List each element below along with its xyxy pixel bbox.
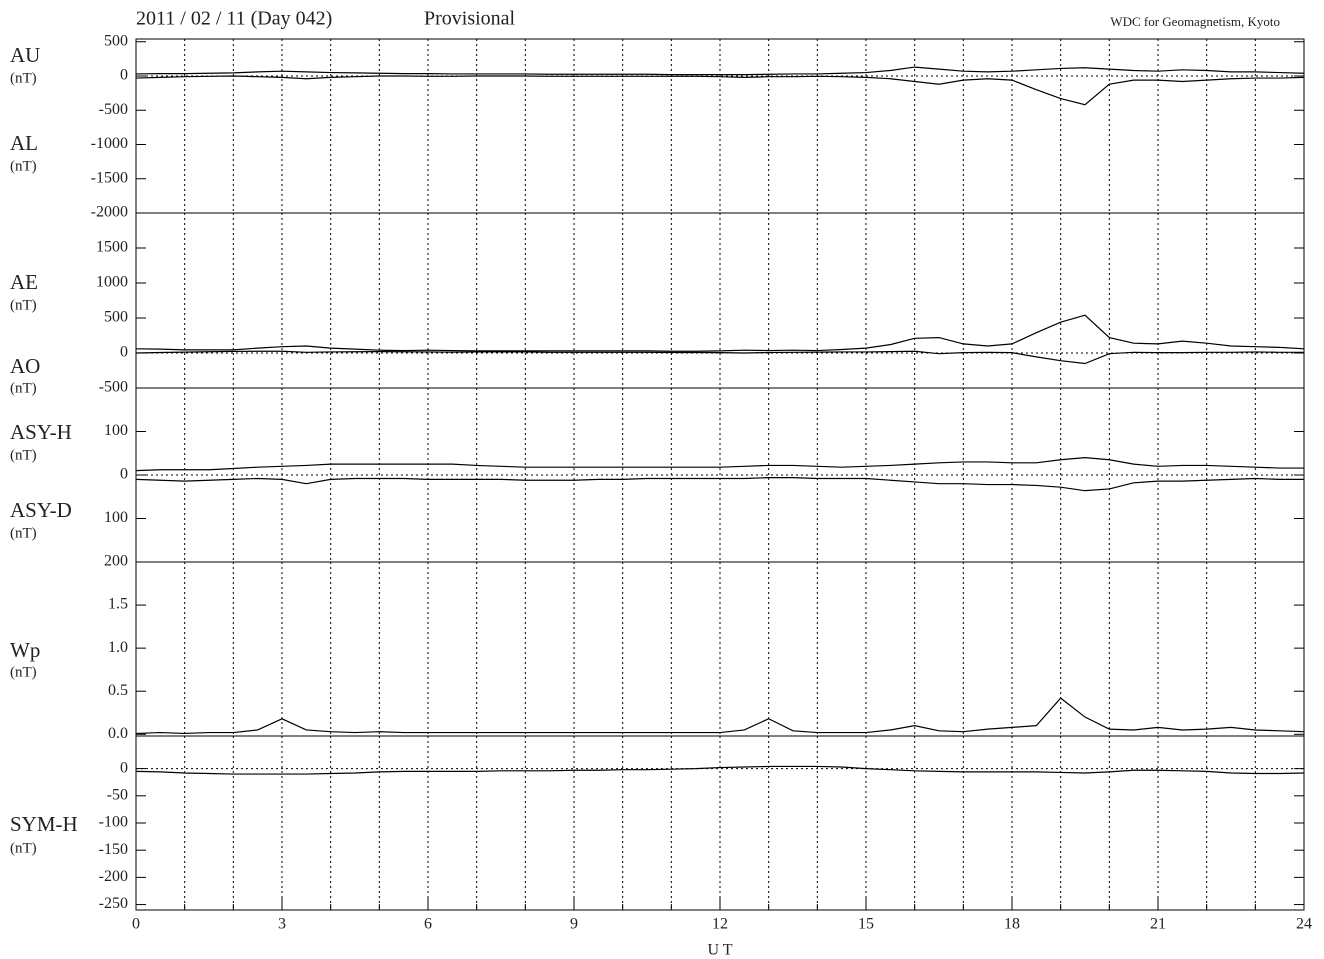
unit-label: (nT)	[10, 70, 37, 86]
series-name: SYM-H	[10, 812, 78, 836]
source: WDC for Geomagnetism, Kyoto	[1110, 14, 1280, 29]
series-line	[135, 697, 1305, 735]
y-tick-label: 500	[104, 309, 128, 326]
y-tick-label: -1000	[91, 135, 128, 152]
unit-label: (nT)	[10, 297, 37, 313]
series-line	[135, 477, 1304, 492]
unit-label: (nT)	[10, 380, 37, 396]
series-name: AO	[10, 354, 40, 378]
series-name: AE	[10, 270, 38, 294]
y-tick-label: 0	[120, 67, 128, 84]
x-tick-label: 0	[132, 916, 140, 933]
y-tick-label: 1500	[96, 239, 128, 256]
x-tick-label: 21	[1150, 916, 1166, 933]
series-line	[135, 314, 1305, 352]
y-tick-label: 1.0	[108, 639, 128, 656]
y-tick-label: 100	[104, 509, 128, 526]
series-name: Wp	[10, 638, 40, 662]
unit-label: (nT)	[10, 525, 37, 541]
x-tick-label: 3	[278, 916, 286, 933]
x-tick-label: 12	[712, 916, 728, 933]
series-name: ASY-H	[10, 420, 72, 444]
y-tick-label: -500	[99, 379, 128, 396]
series-name: AL	[10, 131, 38, 155]
y-tick-label: 100	[104, 422, 128, 439]
unit-label: (nT)	[10, 447, 37, 463]
x-tick-label: 24	[1296, 916, 1312, 933]
chart-title: 2011 / 02 / 11 (Day 042)	[136, 8, 332, 30]
series-name: AU	[10, 43, 40, 67]
series-line	[135, 66, 1305, 76]
y-tick-label: -500	[99, 101, 128, 118]
series-line	[135, 350, 1304, 365]
y-tick-label: 1.5	[108, 596, 128, 613]
unit-label: (nT)	[10, 840, 37, 856]
y-tick-label: 1000	[96, 274, 128, 291]
x-tick-label: 18	[1004, 916, 1020, 933]
unit-label: (nT)	[10, 664, 37, 680]
y-tick-label: 0	[120, 344, 128, 361]
y-tick-label: 0.5	[108, 682, 128, 699]
y-tick-label: -100	[99, 814, 128, 831]
y-tick-label: 0	[120, 759, 128, 776]
y-tick-label: -2000	[91, 204, 128, 221]
y-tick-label: -250	[99, 895, 128, 912]
x-tick-label: 15	[858, 916, 874, 933]
series-line	[135, 456, 1304, 472]
y-tick-label: -150	[99, 841, 128, 858]
unit-label: (nT)	[10, 158, 37, 174]
y-tick-label: 0	[120, 466, 128, 483]
x-axis-label: U T	[707, 942, 732, 959]
y-tick-label: 500	[104, 32, 128, 49]
series-line	[135, 765, 1305, 775]
y-tick-label: 0.0	[108, 725, 128, 742]
series-line	[135, 75, 1305, 106]
y-tick-label: -50	[107, 786, 128, 803]
x-tick-label: 9	[570, 916, 578, 933]
y-tick-label: -200	[99, 868, 128, 885]
y-tick-label: 200	[104, 553, 128, 570]
series-name: ASY-D	[10, 498, 72, 522]
status: Provisional	[424, 8, 516, 30]
y-tick-label: -1500	[91, 169, 128, 186]
x-tick-label: 6	[424, 916, 432, 933]
